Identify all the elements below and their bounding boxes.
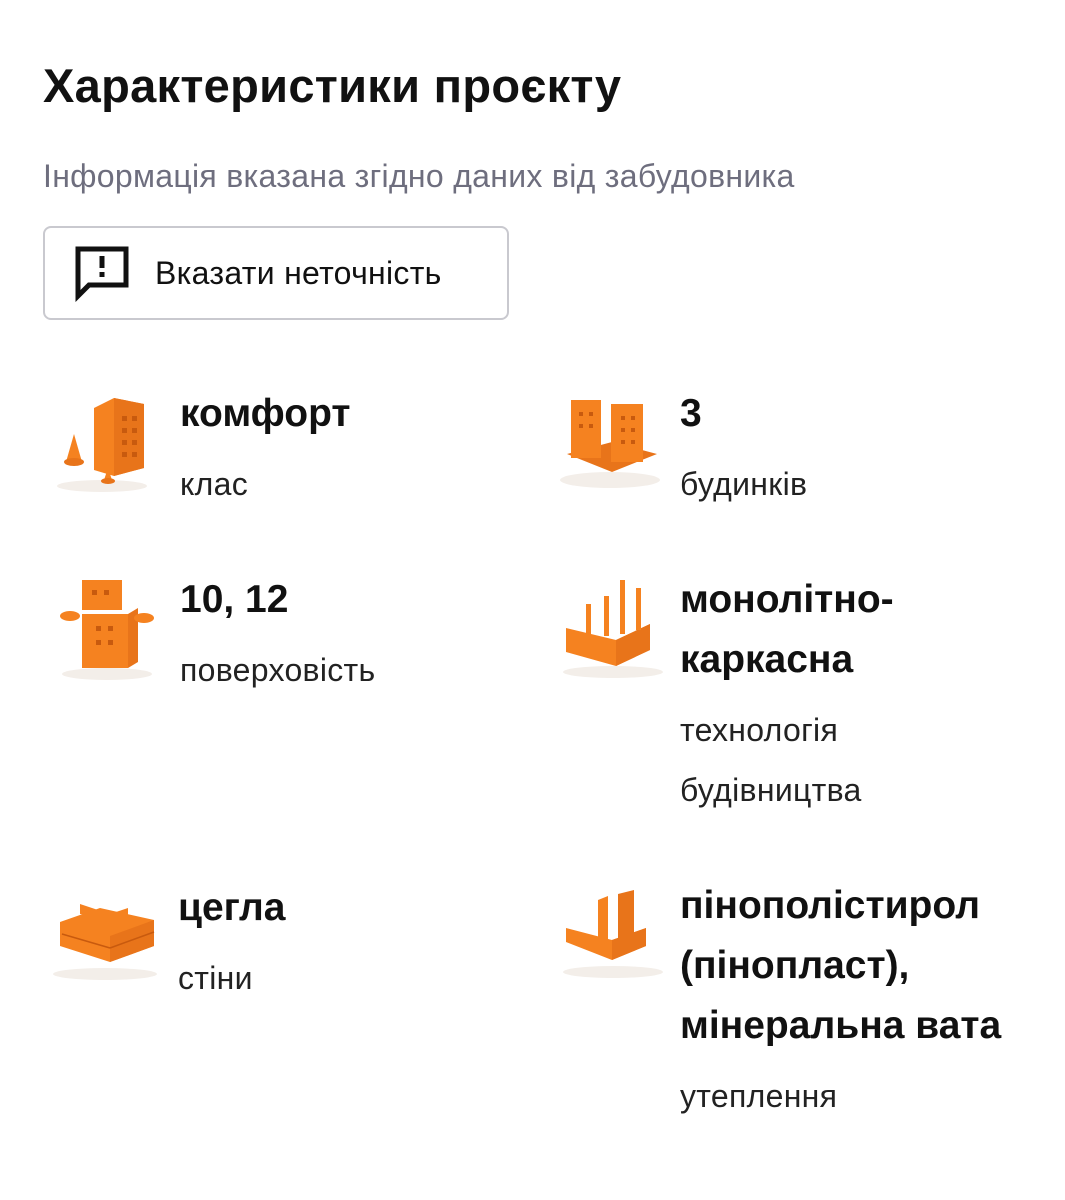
feature-value: комфорт — [180, 392, 351, 435]
report-inaccuracy-button[interactable]: Вказати неточність — [43, 226, 509, 320]
floors-icon — [60, 580, 154, 680]
feature-floors: 10, 12 поверховість — [52, 574, 375, 700]
feature-walls: цегла стіни — [50, 882, 285, 1008]
feature-label: стіни — [178, 960, 253, 996]
feature-buildings: 3 будинків — [555, 388, 807, 514]
feature-label: утеплення — [680, 1078, 838, 1114]
feature-value: пінополістирол (пінопласт), мінеральна в… — [680, 884, 1002, 1047]
feature-value: монолітно-каркасна — [680, 578, 894, 681]
feature-value: цегла — [178, 886, 286, 929]
feature-class: комфорт клас — [52, 388, 351, 514]
feature-label: поверховість — [180, 652, 376, 688]
buildings-count-icon — [560, 400, 660, 488]
page-subtitle: Інформація вказана згідно даних від забу… — [43, 158, 795, 194]
building-class-icon — [57, 398, 147, 492]
brick-walls-icon — [53, 904, 157, 980]
report-message-icon — [75, 246, 129, 302]
feature-insulation: пінополістирол (пінопласт), мінеральна в… — [558, 880, 1020, 1126]
feature-label: будинків — [680, 466, 808, 502]
feature-value: 3 — [680, 392, 702, 435]
page-title: Характеристики проєкту — [43, 59, 622, 112]
feature-label: технологія будівництва — [680, 712, 862, 808]
construction-technology-icon — [563, 580, 663, 678]
feature-value: 10, 12 — [180, 578, 289, 621]
feature-technology: монолітно-каркасна технологія будівництва — [558, 574, 940, 820]
feature-label: клас — [180, 466, 249, 502]
insulation-icon — [563, 890, 663, 978]
report-button-label: Вказати неточність — [155, 254, 442, 291]
